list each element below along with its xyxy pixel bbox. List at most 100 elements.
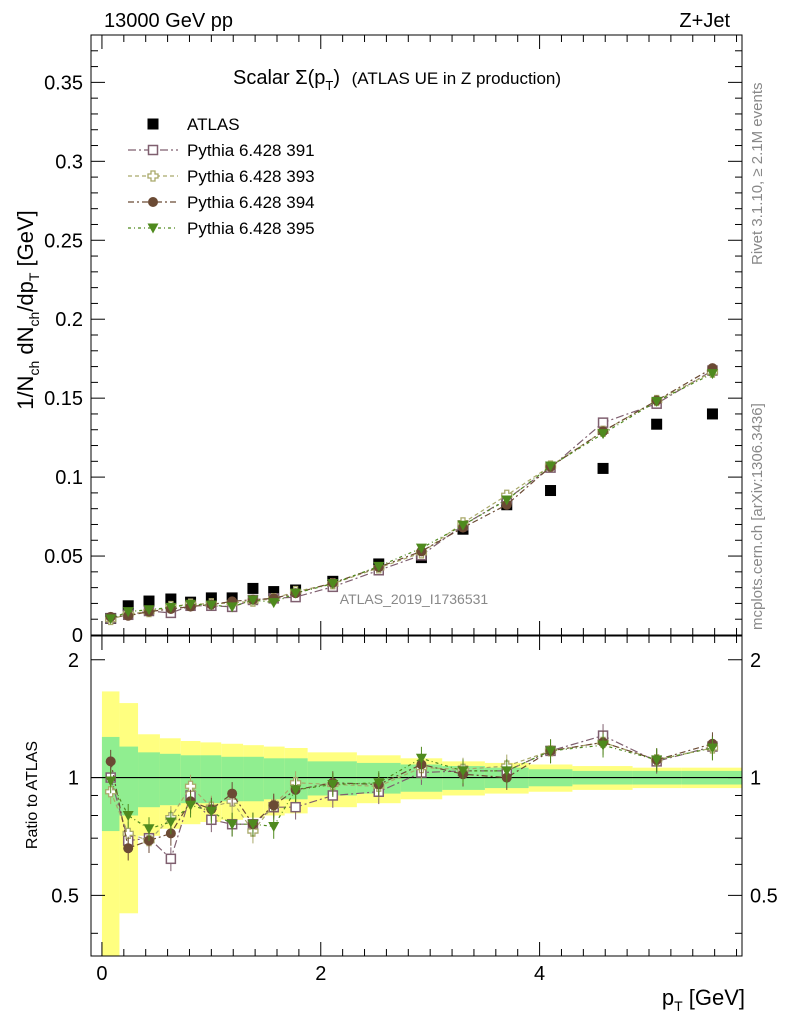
ratio-point <box>143 824 155 835</box>
data-point <box>501 495 513 506</box>
data-point <box>327 579 339 590</box>
legend-label: Pythia 6.428 395 <box>187 219 315 238</box>
lower-y-tick-label-right: 2 <box>750 650 761 672</box>
axis-ticks <box>91 34 742 956</box>
band-inner-bin <box>159 753 181 806</box>
ratio-point <box>415 753 427 764</box>
lower-y-tick-label: 2 <box>68 650 79 672</box>
ratio-point <box>122 810 134 821</box>
ratio-point <box>706 743 718 754</box>
lower-panel-frame <box>90 635 743 957</box>
ratio-series-pythia-6-428-395 <box>105 733 718 842</box>
analysis-watermark: ATLAS_2019_I1736531 <box>340 591 489 607</box>
series-pythia-6-428-393 <box>105 366 719 626</box>
data-point <box>122 600 134 612</box>
data-point <box>185 599 197 610</box>
process-label: Z+Jet <box>679 10 730 32</box>
ratio-point <box>268 800 279 811</box>
plot-title: Scalar Σ(pT) (ATLAS UE in Z production) <box>233 67 561 93</box>
ratio-point <box>165 853 177 865</box>
data-point <box>226 602 238 613</box>
ratio-point <box>290 801 301 813</box>
data-point <box>290 588 302 599</box>
collision-energy-label: 13000 GeV pp <box>104 10 233 32</box>
band-inner-bin <box>200 755 222 804</box>
data-point <box>457 520 469 531</box>
ratio-point <box>105 776 117 787</box>
legend-label: Pythia 6.428 394 <box>187 193 315 212</box>
data-point <box>268 598 280 609</box>
data-point <box>415 543 427 554</box>
x-tick-label: 4 <box>534 963 545 985</box>
data-point <box>205 592 217 604</box>
ratio-point <box>501 766 513 777</box>
data-point <box>247 582 259 594</box>
lower-panel-series <box>105 724 719 872</box>
data-point <box>651 396 663 407</box>
data-point <box>165 602 177 613</box>
upper-y-tick-label: 0.3 <box>55 151 83 173</box>
data-point <box>122 607 134 618</box>
ratio-point <box>597 740 609 751</box>
ratio-point <box>205 806 217 817</box>
ratio-point <box>227 788 238 799</box>
ratio-point <box>457 766 469 777</box>
ratio-point <box>373 778 385 789</box>
data-point <box>706 408 718 420</box>
lower-y-tick-label-right: 1 <box>750 768 761 790</box>
ratio-point <box>226 819 238 830</box>
upper-y-axis-label: 1/Nch dNch/dpT [GeV] <box>13 210 42 410</box>
legend: ATLAS Pythia 6.428 391 Pythia 6.428 393 Pyt… <box>128 115 315 238</box>
legend-marker <box>147 223 159 234</box>
ratio-point <box>290 785 302 796</box>
data-point <box>545 485 557 497</box>
ratio-point <box>268 821 280 832</box>
mcplots-label: mcplots.cern.ch [arXiv:1306.3436] <box>749 403 766 630</box>
data-point <box>143 595 155 607</box>
series-line <box>110 373 713 620</box>
lower-y-tick-label: 1 <box>68 768 79 790</box>
ratio-point <box>165 817 177 828</box>
ratio-point <box>651 755 663 766</box>
series-pythia-6-428-391 <box>105 365 718 624</box>
legend-marker <box>148 197 158 207</box>
data-point <box>545 461 557 472</box>
band-inner-bin <box>263 758 285 800</box>
band-inner-bin <box>221 756 244 802</box>
data-point <box>268 586 280 598</box>
x-tick-label: 0 <box>96 963 107 985</box>
series-line <box>110 370 713 620</box>
legend-marker <box>147 170 159 182</box>
upper-y-tick-label: 0 <box>72 625 83 647</box>
data-point <box>165 593 177 605</box>
x-tick-label: 2 <box>315 963 326 985</box>
legend-label: ATLAS <box>187 115 240 134</box>
upper-panel-series <box>105 363 719 626</box>
lower-y-axis-label: Ratio to ATLAS <box>24 741 41 849</box>
series-line <box>110 367 713 618</box>
legend-marker <box>147 144 159 156</box>
legend-marker <box>147 118 159 130</box>
data-point <box>373 561 385 572</box>
series-pythia-6-428-395 <box>105 369 718 625</box>
ratio-point <box>184 780 197 792</box>
lower-y-tick-label: 0.5 <box>51 885 79 907</box>
data-point <box>706 369 718 380</box>
ratio-point <box>247 819 259 830</box>
series-line <box>110 371 713 621</box>
data-point <box>247 595 259 606</box>
data-point <box>205 600 217 611</box>
upper-y-tick-label: 0.1 <box>55 467 83 489</box>
rivet-version-label: Rivet 3.1.10, ≥ 2.1M events <box>749 83 766 266</box>
data-point <box>597 429 609 440</box>
ratio-point <box>545 746 557 757</box>
band-inner-bin <box>119 746 139 816</box>
upper-y-tick-label: 0.05 <box>44 546 83 568</box>
upper-y-tick-label: 0.15 <box>44 388 83 410</box>
band-inner-bin <box>138 752 160 808</box>
upper-y-tick-label: 0.2 <box>55 309 83 331</box>
ratio-point <box>185 800 197 811</box>
axis-tick-labels: 0 0.05 0.1 0.15 0.2 0.25 0.3 0.35 0.5 0.5 1 1 2 2 0 2 4 <box>44 72 778 985</box>
legend-label: Pythia 6.428 391 <box>187 141 315 160</box>
